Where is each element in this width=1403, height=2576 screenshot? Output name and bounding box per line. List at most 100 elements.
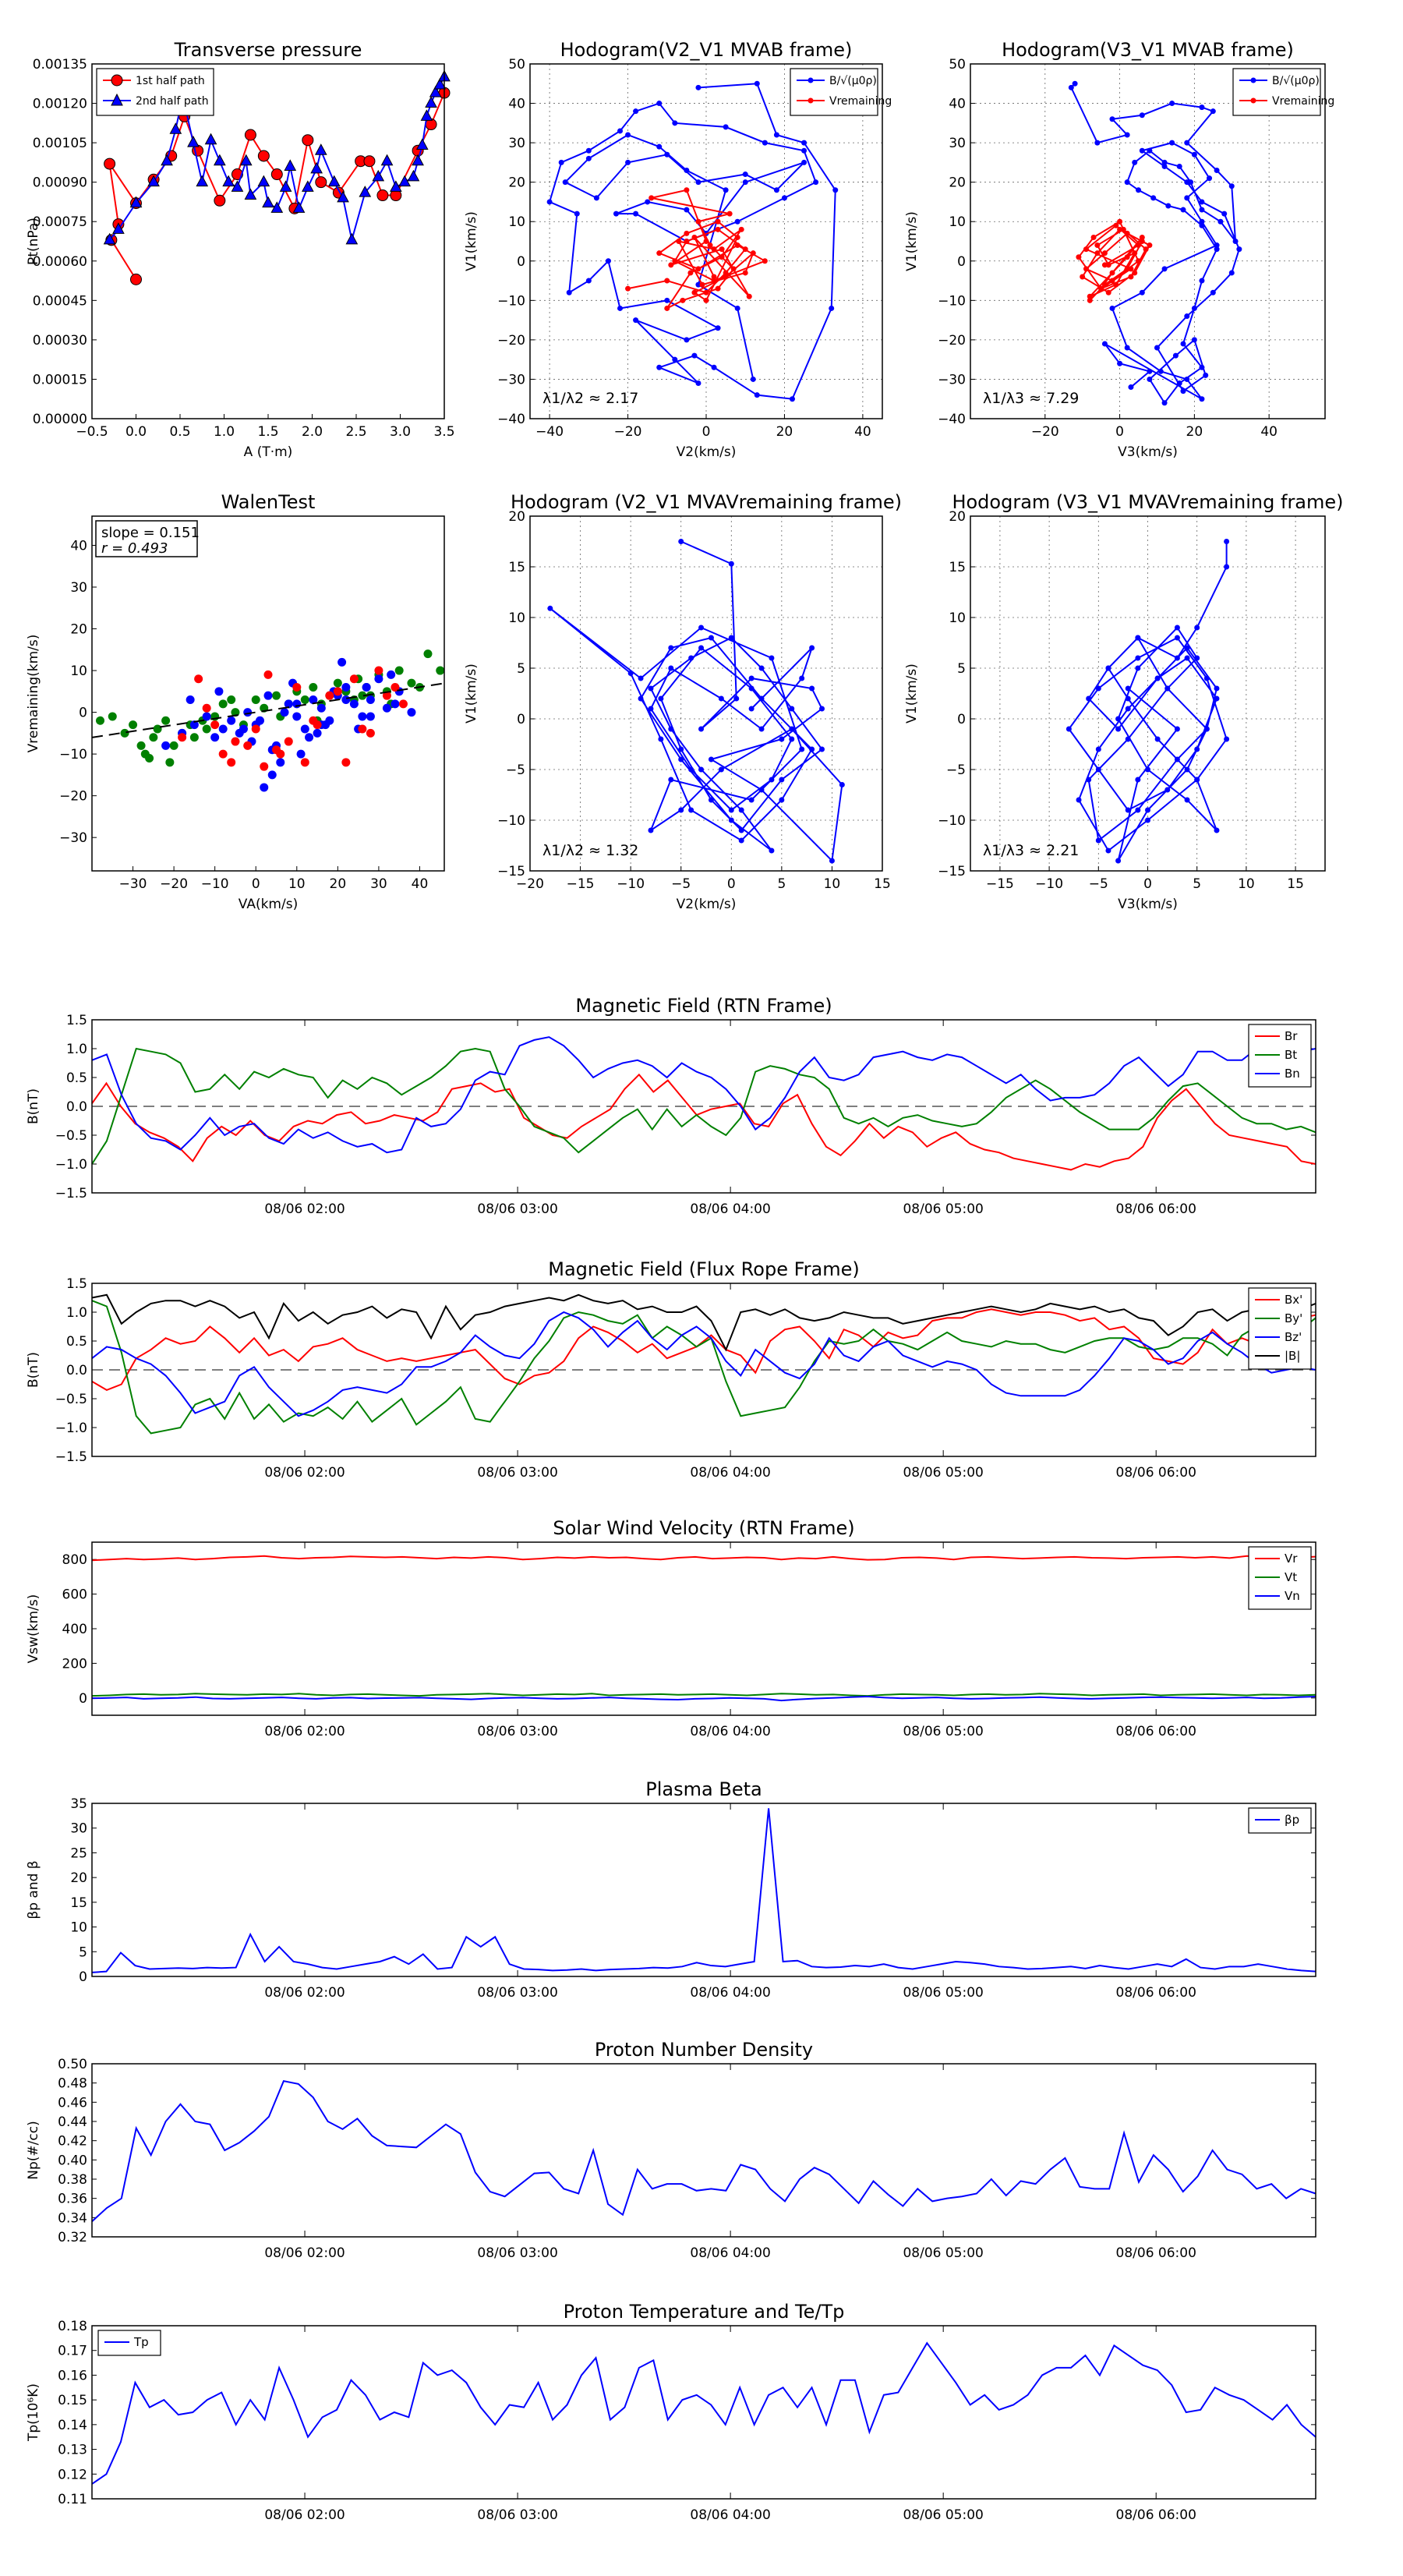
x-tick-label: −30 <box>119 876 147 892</box>
y-axis-label: Vsw(km/s) <box>26 1594 41 1664</box>
data-point <box>420 109 433 121</box>
data-point <box>688 807 694 813</box>
data-point <box>668 645 674 651</box>
data-point <box>707 242 713 249</box>
data-point <box>314 143 327 155</box>
y-axis-label: B(nT) <box>26 1352 41 1388</box>
data-point <box>1210 108 1216 115</box>
legend-label: Vn <box>1285 1589 1300 1603</box>
legend-box <box>1232 68 1321 116</box>
chart-title: Hodogram (V2_V1 MVAVremaining frame) <box>511 491 902 513</box>
data-point <box>1214 685 1220 692</box>
legend-label: 2nd half path <box>136 95 209 108</box>
data-point <box>1161 400 1168 406</box>
data-point <box>769 655 775 661</box>
x-tick-label: 08/06 04:00 <box>690 2245 770 2261</box>
data-point <box>112 222 125 234</box>
x-tick-label: 08/06 05:00 <box>903 1465 983 1481</box>
data-point <box>738 807 744 813</box>
y-tick-label: 0.36 <box>58 2192 87 2207</box>
data-point <box>1145 766 1150 773</box>
data-point <box>750 376 756 382</box>
x-tick-label: 5 <box>777 876 786 892</box>
legend-label: By' <box>1285 1311 1302 1325</box>
data-point <box>380 154 394 166</box>
data-point <box>748 706 755 712</box>
data-point <box>750 250 756 257</box>
y-tick-label: 10 <box>70 663 87 679</box>
data-point <box>698 726 705 732</box>
y-tick-label: 0.5 <box>66 1070 87 1086</box>
x-tick-label: 2.5 <box>345 424 366 440</box>
data-point <box>366 695 375 705</box>
data-point <box>779 736 785 742</box>
y-tick-label: −0.5 <box>55 1392 87 1407</box>
data-point <box>1154 736 1161 742</box>
y-tick-label: −20 <box>497 333 525 349</box>
series-line-0 <box>91 2080 1316 2223</box>
x-tick-label: 30 <box>370 876 387 892</box>
x-tick-label: −20 <box>614 424 642 440</box>
vsw-panel: 0 200 400 600 800 08/06 02:00 08/06 03:00 08/06… <box>26 1517 1316 1739</box>
data-point <box>1199 207 1205 213</box>
data-point <box>728 817 734 823</box>
data-point <box>703 297 709 303</box>
y-axis-label: Np(#/cc) <box>26 2121 41 2179</box>
legend-label: Vremaining <box>1272 95 1334 108</box>
data-point <box>627 671 634 676</box>
data-point <box>1095 837 1101 844</box>
data-point <box>566 289 572 295</box>
y-tick-label: 0.17 <box>58 2344 87 2359</box>
plot-frame <box>91 2325 1316 2500</box>
data-point <box>1184 797 1190 803</box>
data-point <box>1086 777 1092 783</box>
plot-frame <box>529 515 883 872</box>
data-point <box>734 242 740 249</box>
data-point <box>617 305 624 311</box>
x-tick-label: 08/06 03:00 <box>477 1985 557 2001</box>
data-point <box>789 726 795 732</box>
x-tick-label: 08/06 04:00 <box>690 1724 770 1739</box>
y-tick-label: −5 <box>506 763 525 778</box>
data-point <box>1194 625 1200 631</box>
data-point <box>680 297 686 303</box>
data-point <box>214 687 224 696</box>
data-point <box>703 289 709 295</box>
y-tick-label: −40 <box>497 412 525 427</box>
data-point <box>1214 695 1220 702</box>
data-point <box>1066 726 1072 732</box>
y-tick-label: 0.00000 <box>33 412 87 427</box>
x-tick-label: 15 <box>874 876 891 892</box>
data-point <box>1199 222 1205 228</box>
y-tick-label: 0.42 <box>58 2134 87 2150</box>
data-point <box>829 305 835 311</box>
data-point <box>585 155 592 161</box>
data-point <box>313 720 322 730</box>
data-point <box>613 211 619 217</box>
data-point <box>1180 341 1186 347</box>
y-tick-label: 40 <box>508 97 525 112</box>
data-point <box>366 712 375 721</box>
data-point <box>1154 675 1161 681</box>
data-point <box>231 180 244 192</box>
plot-frame <box>91 1283 1316 1457</box>
data-point <box>708 797 714 803</box>
np-panel: 0.32 0.34 0.36 0.38 0.40 0.42 0.44 0.46 0.48 0.50… <box>26 2039 1316 2261</box>
data-point <box>1199 396 1205 402</box>
eigen-ratio-label: λ1/λ3 ≈ 7.29 <box>983 390 1079 407</box>
data-point <box>1124 179 1130 186</box>
data-point <box>1174 625 1180 631</box>
data-point <box>664 151 670 157</box>
data-point <box>691 289 698 295</box>
data-point <box>656 250 663 257</box>
data-point <box>746 293 752 299</box>
data-point <box>638 675 644 681</box>
data-point <box>425 96 437 108</box>
data-point <box>715 218 721 225</box>
data-point <box>1157 368 1164 374</box>
x-tick-label: 0 <box>1115 424 1124 440</box>
x-tick-label: 08/06 03:00 <box>477 2507 557 2523</box>
data-point <box>1184 195 1190 201</box>
x-tick-label: 08/06 03:00 <box>477 1724 557 1739</box>
data-point <box>1180 388 1186 395</box>
